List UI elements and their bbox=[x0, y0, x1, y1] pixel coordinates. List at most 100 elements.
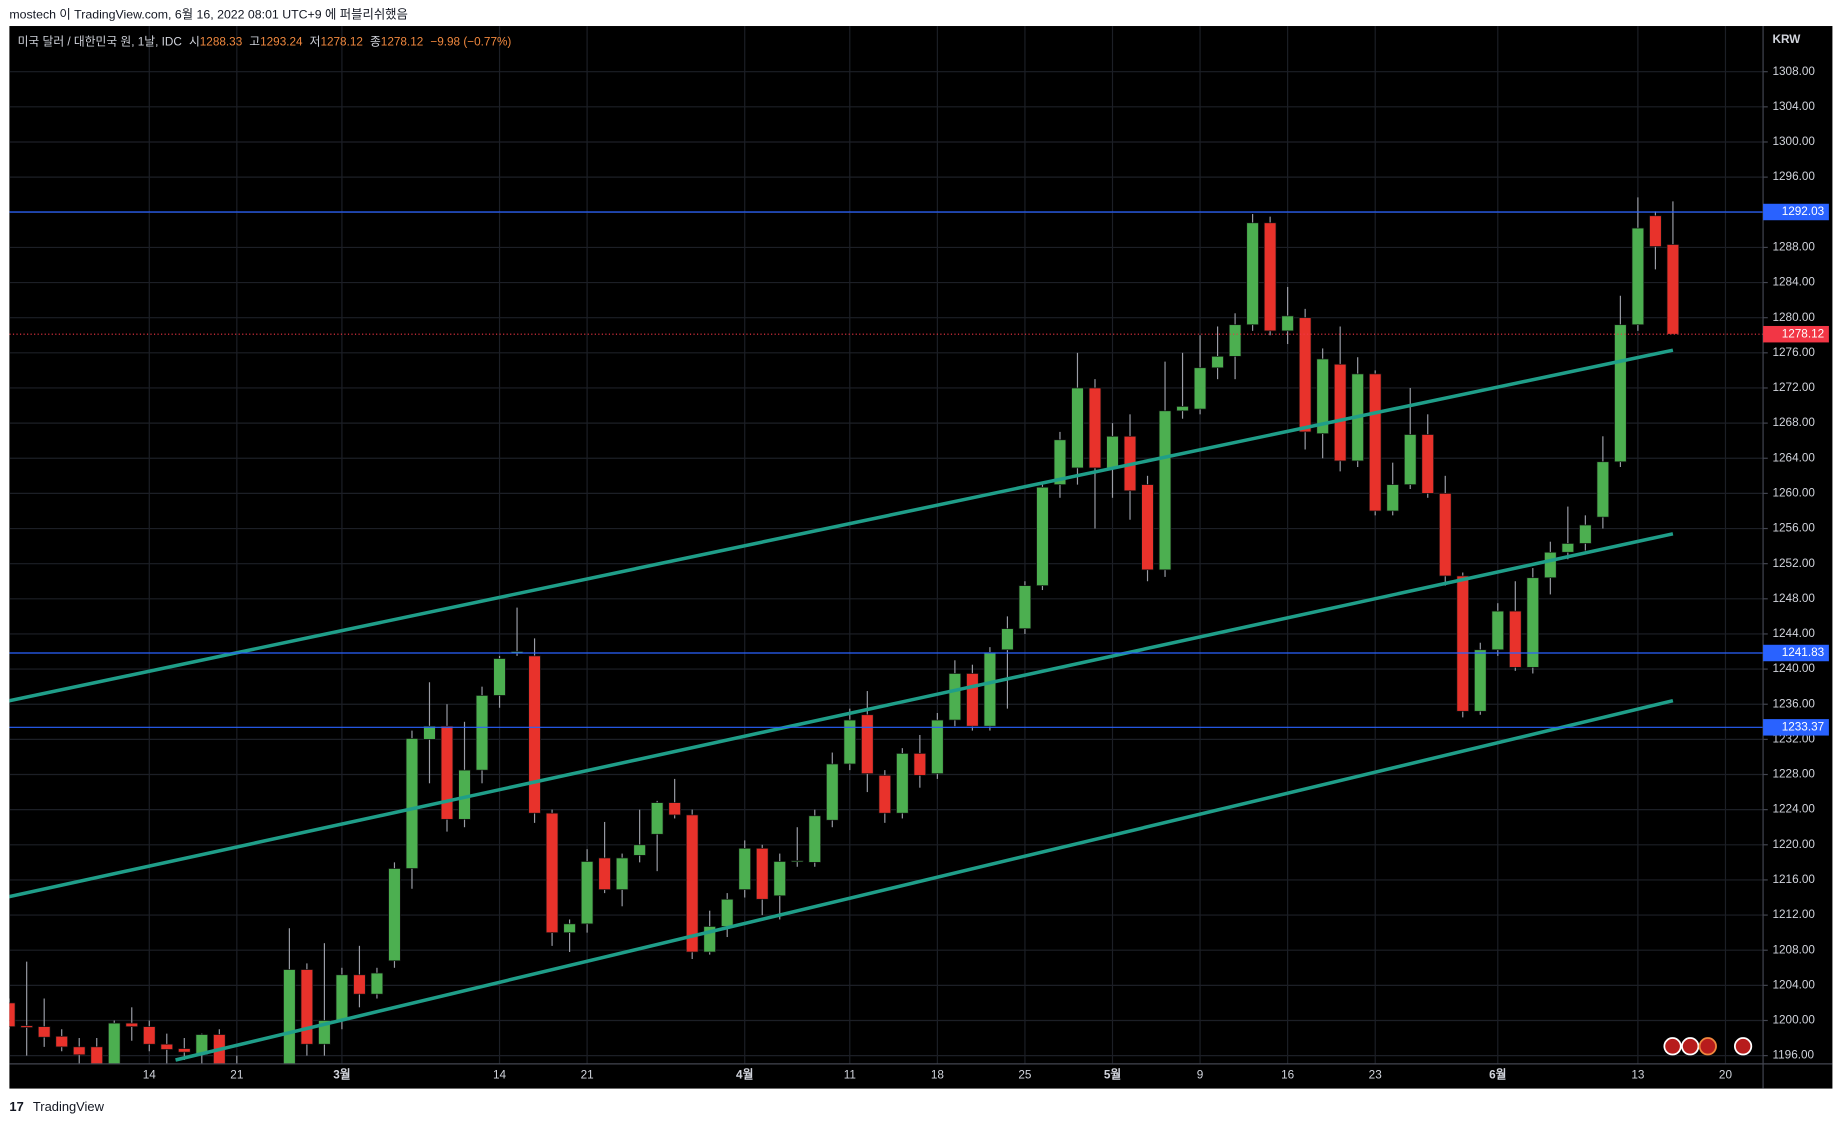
candle-body bbox=[1018, 585, 1032, 630]
candle-body bbox=[791, 860, 804, 863]
candle-body bbox=[738, 847, 751, 890]
candle-body bbox=[1579, 524, 1592, 544]
candle-body bbox=[1158, 410, 1172, 571]
candle-body bbox=[966, 673, 979, 727]
candle-body bbox=[1491, 610, 1505, 651]
y-tick-label: 1208.00 bbox=[1772, 943, 1815, 956]
high: 1293.24 bbox=[260, 36, 303, 49]
candle-body bbox=[563, 923, 576, 933]
candle-body bbox=[178, 1048, 191, 1053]
candle-body bbox=[20, 1025, 33, 1028]
brand: TradingView bbox=[33, 1099, 105, 1114]
x-tick-label: 21 bbox=[230, 1069, 243, 1082]
y-tick-label: 1280.00 bbox=[1772, 311, 1815, 324]
candle-body bbox=[283, 969, 296, 1064]
candle-body bbox=[90, 1046, 103, 1064]
candle-body bbox=[931, 719, 944, 774]
candle-body bbox=[1246, 222, 1259, 326]
y-tick-label: 1288.00 bbox=[1772, 241, 1815, 254]
candle-body bbox=[1544, 551, 1557, 579]
high-label: 고 bbox=[249, 36, 260, 49]
candle-body bbox=[685, 814, 699, 953]
close-label: 종 bbox=[370, 36, 381, 49]
low: 1278.12 bbox=[320, 36, 362, 49]
y-tick-label: 1224.00 bbox=[1772, 803, 1815, 816]
candle-body bbox=[1193, 367, 1207, 410]
candle-body bbox=[826, 763, 839, 821]
candle-body bbox=[668, 802, 681, 816]
candle-body bbox=[983, 652, 997, 727]
candle-body bbox=[1106, 435, 1119, 469]
trend-line bbox=[9, 532, 1674, 899]
x-tick-label: 5월 bbox=[1104, 1068, 1121, 1082]
y-tick-label: 1276.00 bbox=[1772, 346, 1815, 359]
y-tick-label: 1308.00 bbox=[1772, 65, 1815, 78]
candle-body bbox=[440, 725, 454, 820]
open-label: 시 bbox=[189, 36, 200, 49]
candle-body bbox=[1228, 324, 1242, 357]
candle-body bbox=[475, 695, 489, 771]
candle-body bbox=[913, 753, 927, 776]
y-tick-label: 1300.00 bbox=[1772, 135, 1815, 148]
candle-body bbox=[773, 861, 786, 897]
symbol: 미국 달러 / 대한민국 원, 1날, IDC bbox=[18, 35, 183, 49]
candle-body bbox=[1176, 406, 1189, 412]
candle-body bbox=[388, 868, 401, 962]
x-tick-label: 3월 bbox=[333, 1068, 350, 1082]
x-tick-label: 21 bbox=[581, 1069, 594, 1082]
candle-body bbox=[1649, 215, 1662, 247]
candle-body bbox=[1071, 387, 1084, 469]
candle-body bbox=[1036, 486, 1049, 586]
candle-body bbox=[1141, 484, 1154, 571]
plot bbox=[9, 197, 1764, 1064]
candle-body bbox=[598, 857, 611, 890]
candle-body bbox=[370, 972, 384, 995]
y-tick-label: 1240.00 bbox=[1772, 662, 1815, 675]
event-icons[interactable] bbox=[1663, 1037, 1753, 1056]
candle-body bbox=[1333, 363, 1347, 462]
price-tag bbox=[1763, 325, 1829, 343]
x-tick-label: 14 bbox=[143, 1069, 157, 1082]
y-tick-label: 1284.00 bbox=[1772, 276, 1815, 289]
x-tick-label: 9 bbox=[1197, 1069, 1204, 1082]
candle-body bbox=[335, 974, 349, 1021]
event-icon[interactable] bbox=[1663, 1037, 1682, 1056]
x-tick-label: 14 bbox=[493, 1069, 507, 1082]
x-tick-label: 23 bbox=[1369, 1069, 1383, 1082]
price-tag bbox=[1763, 203, 1829, 221]
candle-body bbox=[720, 898, 734, 927]
y-tick-label: 1228.00 bbox=[1772, 768, 1815, 781]
y-tick-label: 1272.00 bbox=[1772, 381, 1815, 394]
candle-body bbox=[1053, 439, 1067, 485]
candle-body bbox=[1631, 227, 1645, 326]
event-icon[interactable] bbox=[1733, 1037, 1753, 1056]
y-tick-label: 1196.00 bbox=[1772, 1049, 1814, 1062]
candle-body bbox=[108, 1022, 121, 1064]
candle-body bbox=[72, 1046, 86, 1056]
event-icon[interactable] bbox=[1681, 1037, 1700, 1056]
candle-body bbox=[1526, 577, 1540, 668]
candle-body bbox=[1386, 484, 1399, 512]
axis: 1196.00 1200.00 1204.00 1208.00 1212.00 1216.… bbox=[143, 65, 1829, 1082]
currency: KRW bbox=[1772, 33, 1801, 46]
x-tick-label: 6월 bbox=[1489, 1068, 1506, 1082]
price-tag-label: 1241.83 bbox=[1782, 646, 1825, 659]
candle-body bbox=[948, 673, 962, 721]
logo: 17 bbox=[9, 1099, 23, 1114]
event-icon[interactable] bbox=[1698, 1037, 1717, 1056]
candle-body bbox=[756, 847, 769, 900]
candle-body bbox=[1368, 373, 1382, 512]
candle-body bbox=[650, 802, 664, 835]
publish-info: mostech 이 TradingView.com, 6월 16, 2022 0… bbox=[9, 7, 407, 22]
price-tag-label: 1233.37 bbox=[1782, 720, 1824, 733]
legend: 미국 달러 / 대한민국 원, 1날, IDC 시1288.33 고1293.24 저… bbox=[18, 35, 512, 49]
y-tick-label: 1256.00 bbox=[1772, 522, 1815, 535]
chart-panel bbox=[9, 26, 1833, 1089]
open: 1288.33 bbox=[200, 36, 243, 49]
candle-body bbox=[143, 1026, 156, 1045]
candle-body bbox=[1509, 610, 1522, 668]
candle-body bbox=[1298, 317, 1312, 433]
y-tick-label: 1236.00 bbox=[1772, 697, 1815, 710]
candle-body bbox=[1088, 387, 1102, 469]
